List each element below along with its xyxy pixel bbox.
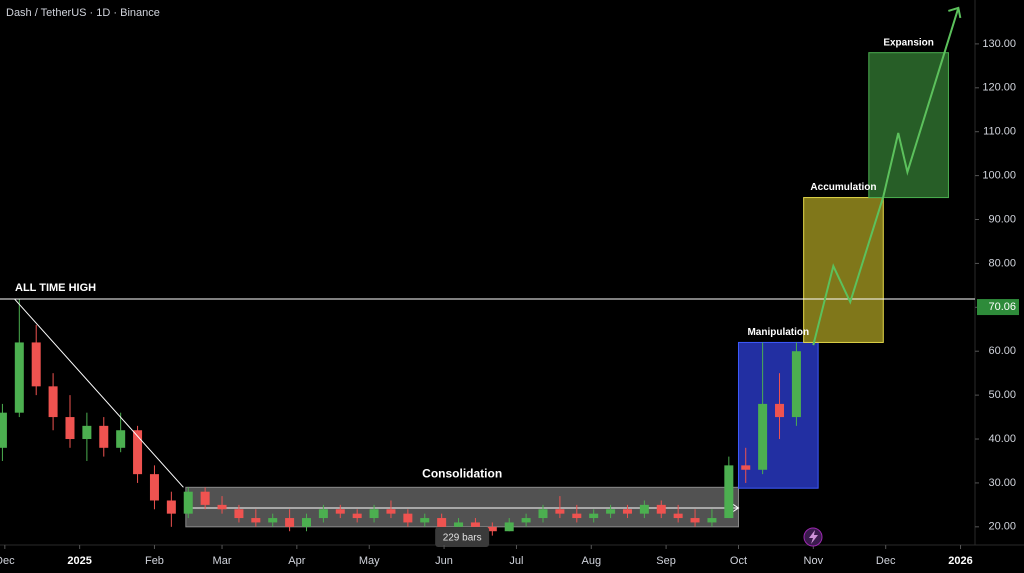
y-tick-label: 50.00 (988, 389, 1016, 401)
candle-body (791, 351, 801, 418)
y-tick-label: 110.00 (983, 126, 1016, 138)
x-tick-label: Sep (656, 555, 676, 567)
y-tick-label: 20.00 (988, 521, 1016, 533)
candle-body (555, 509, 565, 514)
ath-trendline (14, 298, 184, 488)
range-label-box (435, 527, 490, 547)
candle-body (318, 509, 328, 519)
candle-body (268, 518, 278, 523)
candle-body (775, 403, 785, 418)
last-price-box (977, 299, 1019, 316)
projection-arrowhead (948, 6, 962, 19)
candle-body (454, 522, 464, 527)
candle-body (234, 509, 244, 519)
projection-path (812, 7, 960, 346)
zone-label: Expansion (883, 37, 934, 48)
x-tick-label: Oct (730, 555, 747, 567)
zone-label: Accumulation (810, 182, 876, 193)
y-tick-label: 100.00 (982, 170, 1016, 182)
candle-body (639, 504, 649, 514)
candle-body (758, 403, 768, 470)
candle-body (352, 513, 362, 519)
candle-body (707, 518, 717, 523)
y-tick-label: 130.00 (982, 38, 1016, 50)
candle-body (14, 342, 24, 413)
candle-body (437, 518, 447, 527)
candle-body (200, 491, 210, 505)
range-arrowhead (732, 503, 740, 513)
x-tick-label: Feb (145, 555, 164, 567)
zone-box (868, 52, 949, 199)
candle-body (82, 425, 92, 440)
candle-body (622, 509, 632, 514)
candle-body (741, 465, 751, 470)
x-tick-label: 2025 (67, 555, 91, 567)
candle-body (285, 518, 295, 527)
zone-label: Manipulation (747, 327, 809, 338)
x-tick-label: Jun (435, 555, 453, 567)
candle-body (149, 474, 159, 501)
candle-body (690, 518, 700, 523)
candle-body (217, 504, 227, 510)
y-tick-label: 90.00 (988, 213, 1016, 225)
x-tick-label: Dec (0, 555, 15, 567)
x-tick-label: 2026 (948, 555, 972, 567)
candle-body (572, 513, 582, 519)
x-tick-label: May (359, 555, 380, 567)
alert-icon[interactable] (803, 527, 823, 547)
candle-body (335, 509, 345, 514)
candle-body (521, 518, 531, 523)
candle-body (166, 500, 176, 514)
icon-bolt[interactable] (809, 530, 818, 544)
ath-label: ALL TIME HIGH (15, 282, 96, 294)
candle-body (606, 509, 616, 514)
candle-body (420, 518, 430, 523)
candle-body (673, 513, 683, 519)
y-tick-label: 60.00 (988, 345, 1016, 357)
candle-body (538, 509, 548, 519)
y-tick-label: 80.00 (988, 257, 1016, 269)
zone-label: Consolidation (422, 466, 502, 480)
y-tick-label: 120.00 (982, 82, 1016, 94)
candle-body (31, 342, 41, 387)
candle-body (301, 518, 311, 527)
candle-body (133, 430, 143, 475)
x-tick-label: Nov (804, 555, 824, 567)
y-tick-label: 30.00 (988, 477, 1016, 489)
candle-body (0, 412, 7, 448)
candle-body (724, 465, 734, 519)
candle-body (116, 430, 126, 448)
candle-body (183, 491, 193, 514)
candle-body (487, 526, 497, 532)
x-tick-label: Apr (288, 555, 305, 567)
y-tick-label: 40.00 (988, 433, 1016, 445)
candle-body (504, 522, 514, 532)
x-tick-label: Dec (876, 555, 896, 567)
candle-body (656, 504, 666, 514)
x-tick-label: Jul (509, 555, 523, 567)
candle-body (470, 522, 480, 527)
candle-body (48, 386, 58, 418)
candle-body (369, 509, 379, 519)
range-label: 229 bars (443, 533, 482, 544)
chart-title: Dash / TetherUS · 1D · Binance (6, 7, 160, 19)
candle-body (65, 417, 75, 440)
x-tick-label: Mar (213, 555, 232, 567)
zone-box (803, 197, 884, 343)
candle-body (386, 509, 396, 514)
candle-body (251, 518, 261, 523)
x-tick-label: Aug (581, 555, 601, 567)
candle-body (403, 513, 413, 523)
candle-body (99, 425, 109, 448)
last-price-label: 70.06 (988, 301, 1016, 313)
candle-body (589, 513, 599, 519)
